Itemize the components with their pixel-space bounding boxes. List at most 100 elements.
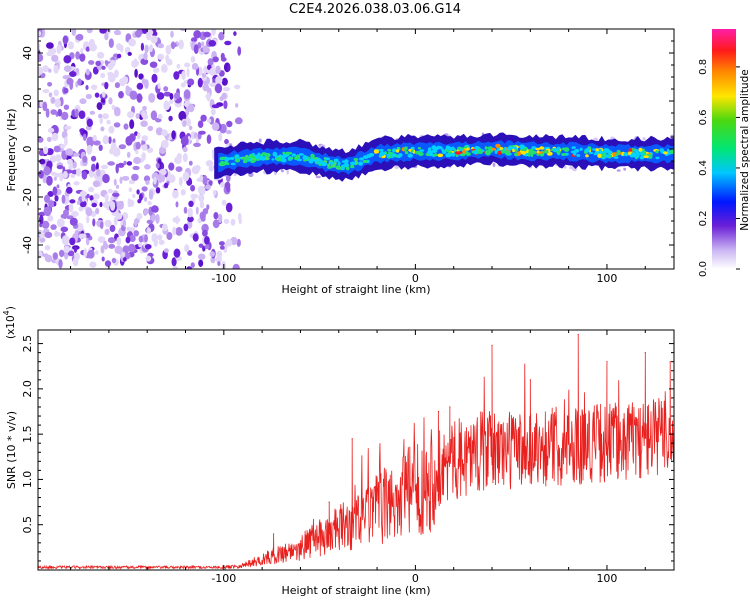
noise-speckle (158, 239, 165, 245)
noise-speckle (53, 89, 59, 97)
signal-core-blob (585, 154, 589, 158)
signal-core-blob (588, 151, 594, 155)
signal-core-blob (448, 151, 453, 154)
noise-speckle (236, 238, 241, 247)
noise-speckle (121, 175, 130, 181)
noise-speckle (137, 199, 142, 204)
noise-speckle (225, 202, 233, 213)
noise-speckle (43, 206, 52, 217)
band-halo-speckle (642, 137, 646, 141)
noise-speckle (144, 244, 152, 250)
signal-core-blob (579, 147, 583, 151)
noise-speckle (56, 218, 65, 228)
noise-speckle (50, 171, 57, 176)
noise-speckle (155, 187, 161, 194)
noise-speckle (104, 193, 109, 202)
signal-core-blob (655, 150, 659, 154)
noise-speckle (157, 53, 165, 60)
noise-speckle (151, 205, 159, 213)
noise-speckle (190, 262, 195, 268)
snr-ytick-label: 1.0 (21, 471, 34, 489)
noise-speckle (216, 250, 223, 259)
signal-core-blob (387, 148, 392, 152)
noise-speckle (153, 176, 157, 185)
noise-speckle (131, 173, 139, 181)
signal-core-blob (392, 148, 397, 153)
band-halo-speckle (616, 169, 621, 172)
noise-speckle (144, 234, 148, 243)
noise-speckle (169, 93, 174, 100)
signal-core-blob (464, 145, 468, 149)
noise-speckle (101, 256, 105, 262)
signal-core-blob (564, 147, 570, 153)
noise-speckle (128, 187, 133, 193)
noise-speckle (109, 224, 116, 233)
band-halo-speckle (623, 167, 627, 171)
colorbar-ticks: 0.0 0.2 0.4 0.6 0.8 (698, 59, 740, 277)
noise-speckle (144, 164, 151, 170)
noise-speckle (72, 161, 77, 169)
noise-speckle (122, 257, 127, 262)
noise-speckle (100, 98, 106, 104)
noise-speckle (178, 176, 183, 186)
noise-speckle (85, 85, 89, 90)
noise-speckle (126, 161, 133, 166)
snr-line (38, 334, 674, 570)
noise-speckle (63, 87, 69, 94)
noise-speckle (38, 53, 44, 62)
noise-speckle (68, 203, 74, 213)
noise-speckle (223, 248, 228, 253)
snr-ytick-label: 2.5 (21, 335, 34, 353)
noise-speckle (102, 135, 109, 145)
noise-speckle (91, 202, 97, 208)
noise-speckle (59, 249, 65, 258)
noise-speckle (86, 193, 90, 199)
noise-speckle (65, 148, 74, 156)
noise-speckle (39, 158, 46, 165)
noise-speckle (50, 109, 57, 115)
signal-core-blob (631, 152, 636, 157)
noise-speckle (186, 118, 191, 127)
noise-speckle (225, 130, 232, 135)
noise-speckle (206, 134, 212, 144)
spectrogram-xlabel: Height of straight line (km) (281, 283, 430, 296)
noise-speckle (138, 235, 144, 243)
snr-scale-close: ) (5, 306, 17, 310)
signal-core-blob (485, 150, 491, 156)
noise-speckle (48, 68, 52, 73)
snr-peak-point (437, 410, 439, 413)
noise-speckle (220, 181, 226, 188)
noise-speckle (66, 186, 73, 194)
noise-speckle (41, 220, 50, 229)
signal-core-blob (310, 153, 315, 159)
noise-speckle (183, 102, 190, 107)
noise-speckle (147, 125, 154, 132)
signal-core-blob (325, 157, 331, 161)
noise-speckle (238, 212, 242, 222)
signal-core-blob (478, 151, 483, 154)
signal-core-blob (403, 148, 408, 151)
noise-speckle (223, 218, 230, 224)
noise-speckle (132, 165, 140, 171)
noise-speckle (125, 136, 133, 146)
signal-core-blob (503, 147, 507, 151)
noise-speckle (146, 31, 152, 41)
noise-speckle (153, 31, 158, 36)
noise-speckle (175, 201, 179, 208)
noise-speckle (56, 184, 60, 189)
noise-speckle (212, 56, 219, 63)
noise-speckle (63, 245, 70, 253)
signal-core-blob (495, 143, 501, 148)
noise-speckle (133, 230, 139, 237)
snr-peak-point (309, 528, 311, 530)
snr-xlabel: Height of straight line (km) (281, 584, 430, 597)
noise-speckle (150, 110, 158, 121)
noise-speckle (163, 91, 172, 97)
noise-speckle (125, 85, 130, 93)
noise-speckle (170, 41, 176, 50)
noise-speckle (226, 120, 233, 128)
spectrogram-ylabel: Frequency (Hz) (5, 109, 18, 192)
noise-speckle (113, 69, 119, 78)
noise-speckle (217, 261, 221, 267)
noise-speckle (83, 248, 88, 258)
